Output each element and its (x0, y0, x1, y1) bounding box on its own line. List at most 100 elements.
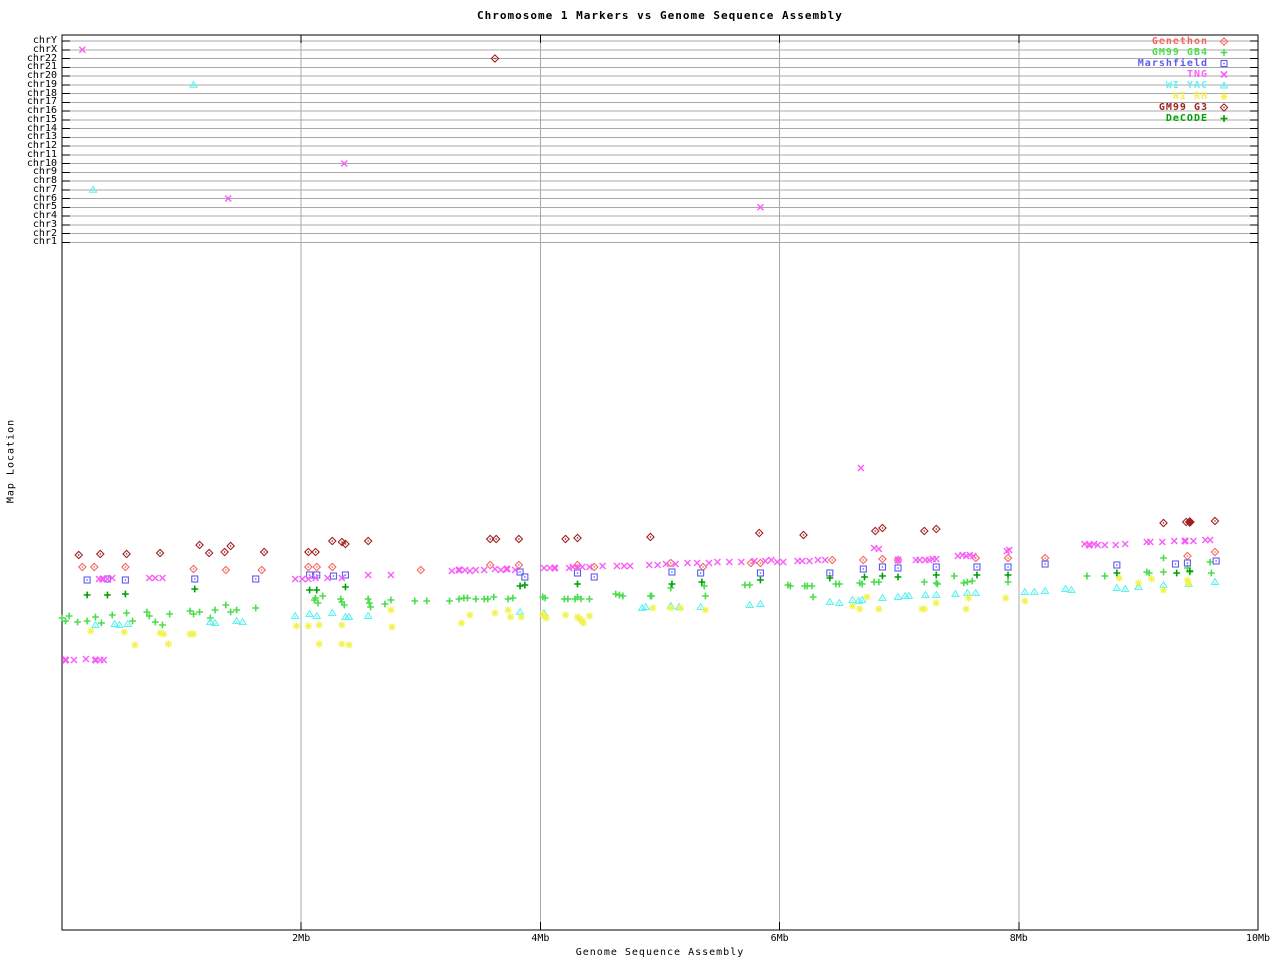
data-point (292, 622, 301, 630)
data-point (1160, 554, 1167, 562)
data-point (166, 610, 174, 618)
data-point (423, 597, 431, 605)
data-point (1113, 569, 1121, 577)
data-point (574, 593, 581, 601)
data-point (920, 605, 928, 613)
data-point (827, 555, 837, 565)
data-point (312, 574, 320, 582)
data-point (221, 565, 231, 575)
legend-row: Marshfield (1138, 58, 1236, 69)
data-point (315, 621, 323, 629)
data-point (365, 599, 373, 607)
data-point (934, 580, 941, 588)
y-axis-chromosome-label: chr16 (26, 105, 57, 116)
data-point (517, 613, 525, 621)
data-point (1041, 560, 1049, 568)
data-point (615, 591, 623, 599)
data-point (962, 588, 972, 597)
data-point (252, 604, 260, 612)
data-point (472, 595, 480, 603)
legend-label: WI YAC (1165, 80, 1208, 91)
data-point (312, 562, 322, 572)
y-axis-chromosome-label: chr20 (26, 70, 57, 81)
data-point (189, 80, 199, 88)
data-point (204, 548, 214, 558)
data-point (189, 630, 198, 638)
data-point (158, 574, 166, 582)
data-point (252, 575, 260, 583)
data-point (645, 561, 653, 569)
data-point (259, 547, 269, 557)
data-point (291, 575, 299, 583)
data-point (1207, 569, 1215, 577)
data-point (205, 617, 215, 626)
data-point (89, 562, 99, 572)
data-point (1134, 579, 1142, 587)
data-point (561, 611, 570, 619)
data-point (195, 540, 204, 550)
data-point (962, 605, 970, 613)
x-axis-tick-label: 8Mb (1009, 933, 1028, 944)
data-point (1060, 584, 1070, 593)
data-point (649, 604, 657, 612)
data-point (311, 547, 320, 557)
data-point (58, 614, 66, 622)
data-point (457, 619, 466, 627)
data-point (589, 562, 599, 572)
data-point (224, 195, 232, 202)
data-point (960, 579, 968, 587)
data-point (108, 611, 116, 619)
data-point (129, 617, 136, 625)
data-point (509, 594, 517, 602)
data-point (123, 609, 130, 617)
data-point (757, 576, 764, 584)
data-point (701, 606, 710, 614)
data-point (964, 594, 973, 602)
data-point (108, 574, 116, 582)
data-point (191, 575, 199, 583)
legend-row: WI RH (1173, 91, 1236, 102)
data-point (227, 608, 235, 616)
data-point (921, 590, 930, 599)
data-point (74, 550, 84, 560)
data-point (1183, 576, 1192, 584)
data-point (825, 597, 835, 606)
data-point (503, 565, 511, 573)
data-point (303, 547, 313, 557)
data-point (1020, 587, 1030, 596)
data-point (88, 185, 98, 193)
data-point (950, 572, 958, 580)
data-point (191, 585, 199, 593)
data-point (98, 619, 105, 627)
data-point (1066, 585, 1076, 594)
data-point (856, 605, 864, 613)
data-point (1147, 575, 1156, 583)
data-point (684, 559, 692, 567)
data-point (120, 628, 128, 636)
data-point (1160, 568, 1167, 576)
data-point (515, 607, 525, 616)
data-point (1210, 516, 1220, 526)
data-point (521, 581, 529, 589)
data-point (590, 573, 598, 581)
data-point (861, 573, 868, 581)
data-point (700, 582, 708, 590)
data-point (932, 555, 940, 563)
data-point (973, 563, 981, 571)
data-point (1210, 547, 1220, 557)
data-point (821, 556, 829, 564)
data-point (550, 564, 559, 572)
data-point (1004, 563, 1012, 571)
data-point (83, 576, 91, 584)
data-point (62, 617, 69, 625)
data-point (931, 524, 941, 534)
data-point (894, 564, 902, 572)
data-point (232, 616, 242, 625)
data-point (561, 534, 570, 544)
data-point (745, 600, 755, 609)
data-point (491, 565, 499, 573)
data-point (713, 558, 721, 566)
legend-row: GM99 G3 (1159, 102, 1236, 113)
data-point (1183, 559, 1191, 567)
